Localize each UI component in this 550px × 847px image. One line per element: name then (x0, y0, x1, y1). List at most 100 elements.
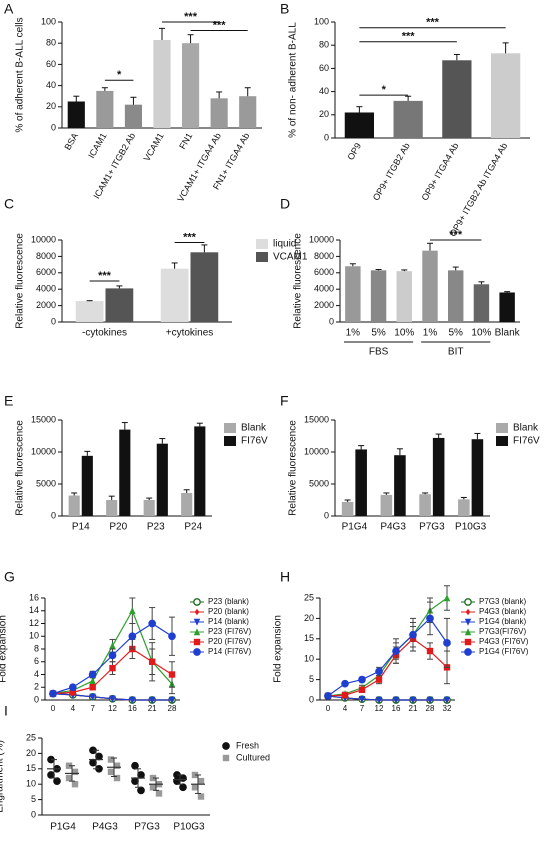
y-tick-label: 0 (324, 132, 329, 142)
y-axis-label: % of adherent B-ALL cells (15, 17, 26, 132)
x-tick-label: 0 (51, 704, 56, 713)
data-point (375, 696, 383, 704)
x-tick-label: Blank (495, 328, 521, 339)
group-label: BIT (448, 347, 464, 358)
data-point (49, 689, 57, 698)
data-point (426, 614, 434, 623)
y-tick-label: 80 (319, 40, 329, 50)
y-tick-label: 0 (309, 694, 314, 704)
data-point (89, 677, 96, 685)
y-tick-label: 6 (34, 656, 39, 666)
data-point (131, 761, 139, 770)
y-tick-label: 10 (26, 779, 36, 789)
x-tick-label: P23 (147, 522, 165, 533)
x-tick-label: VCAM1 (142, 131, 166, 163)
legend-label: P23 (FI76V) (208, 627, 251, 636)
y-tick-label: 0 (51, 122, 56, 132)
panel-label: E (4, 393, 13, 409)
legend-swatch (224, 423, 236, 433)
y-tick-label: 25 (26, 732, 36, 742)
panel-label: D (280, 196, 290, 212)
bar (181, 492, 193, 516)
y-tick-label: 2000 (314, 300, 334, 310)
bar (370, 270, 387, 322)
data-point (443, 696, 451, 704)
data-point (89, 693, 96, 701)
bar (124, 104, 142, 128)
y-tick-label: 80 (46, 38, 56, 48)
legend-label: P20 (blank) (208, 607, 249, 616)
significance-label: * (117, 69, 122, 81)
panel-label: G (4, 569, 15, 585)
significance-label: *** (184, 11, 198, 23)
data-point (47, 771, 55, 779)
y-tick-label: 25 (304, 592, 314, 602)
bar (210, 98, 228, 128)
significance-label: *** (449, 229, 463, 241)
bar (239, 96, 257, 128)
y-tick-label: 15 (304, 633, 314, 643)
panel-label: I (4, 703, 8, 719)
significance-label: *** (183, 231, 197, 243)
data-point (107, 756, 115, 763)
significance-label: *** (426, 17, 440, 29)
x-tick-label: 16 (128, 704, 137, 713)
x-tick-label: 7 (90, 704, 95, 713)
bar (393, 100, 423, 138)
y-tick-label: 15 (26, 763, 36, 773)
x-tick-label: 4 (71, 704, 76, 713)
y-tick-label: 20 (304, 613, 314, 623)
x-tick-label: P10G3 (173, 822, 205, 833)
legend-label: Blank (241, 423, 267, 434)
legend-marker (464, 648, 472, 656)
legend-label: P20 (FI76V) (208, 637, 251, 646)
data-point (197, 793, 205, 800)
x-tick-label: OP9+ ITGB2 Ab ITGA4 Ab (448, 141, 510, 238)
y-tick-label: 6000 (36, 267, 56, 277)
significance-label: *** (402, 31, 416, 43)
legend-label: P7G3(FI76V) (479, 627, 526, 636)
bar (396, 271, 412, 322)
data-point (149, 784, 157, 791)
y-tick-label: 0 (51, 316, 56, 326)
y-tick-label: 20 (46, 101, 56, 111)
x-tick-label: 12 (108, 704, 117, 713)
y-tick-label: 4 (34, 669, 39, 679)
y-tick-label: 0 (329, 316, 334, 326)
data-point (409, 630, 417, 639)
data-point (168, 632, 176, 641)
x-tick-label: P1G4 (342, 522, 368, 533)
bar (345, 266, 361, 322)
y-tick-label: 60 (46, 59, 56, 69)
data-point (341, 679, 349, 688)
panel-label: C (4, 196, 14, 212)
bar (75, 301, 104, 322)
y-tick-label: 2 (34, 682, 39, 692)
y-axis-label: Fold expansion (0, 615, 9, 683)
bar (473, 284, 490, 322)
x-tick-label: P24 (184, 522, 202, 533)
x-tick-label: P4G3 (92, 822, 118, 833)
data-point (88, 670, 97, 679)
data-point (89, 684, 96, 691)
data-point (137, 786, 145, 795)
data-point (392, 696, 400, 704)
legend-marker (464, 618, 472, 626)
x-tick-label: 5% (371, 328, 386, 339)
legend-swatch (496, 436, 508, 446)
bar (419, 494, 431, 516)
x-tick-label: 28 (426, 704, 435, 713)
bar (432, 437, 445, 516)
data-point (191, 784, 199, 791)
x-tick-label: 28 (168, 704, 177, 713)
data-point (128, 632, 137, 641)
legend-label: Blank (513, 423, 539, 434)
data-point (53, 777, 61, 785)
data-point (358, 686, 366, 693)
y-tick-label: 100 (41, 16, 56, 26)
x-tick-label: 16 (392, 704, 401, 713)
y-tick-label: 0 (324, 510, 329, 520)
legend-marker (193, 628, 201, 636)
legend-label: P1G4 (FI76V) (479, 647, 529, 656)
